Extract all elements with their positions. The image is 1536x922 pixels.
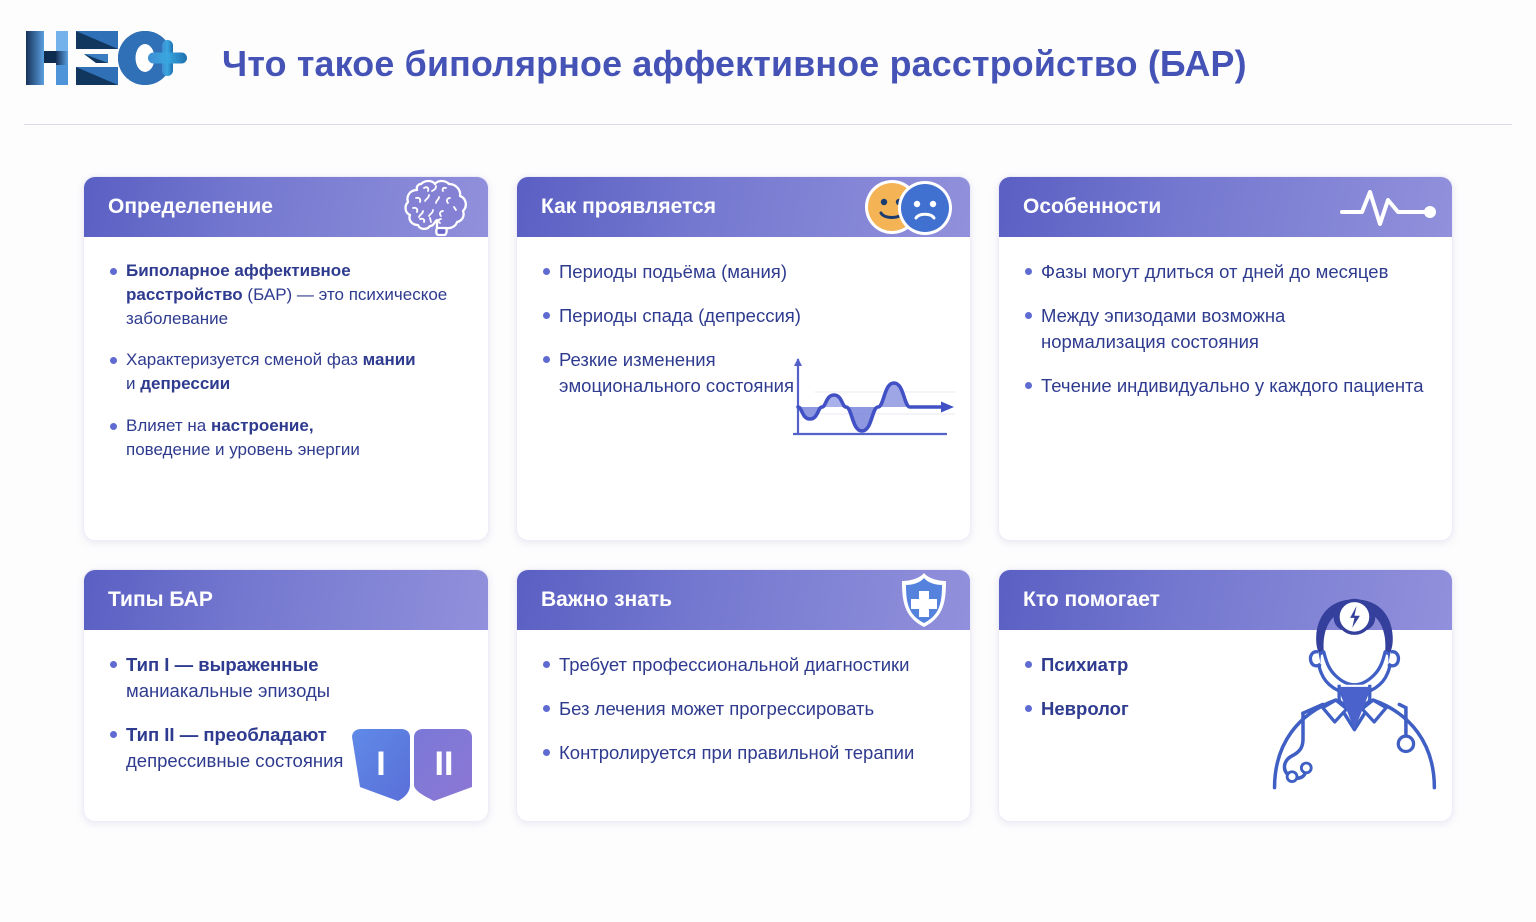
svg-text:II: II — [435, 745, 454, 783]
svg-text:I: I — [376, 745, 385, 783]
